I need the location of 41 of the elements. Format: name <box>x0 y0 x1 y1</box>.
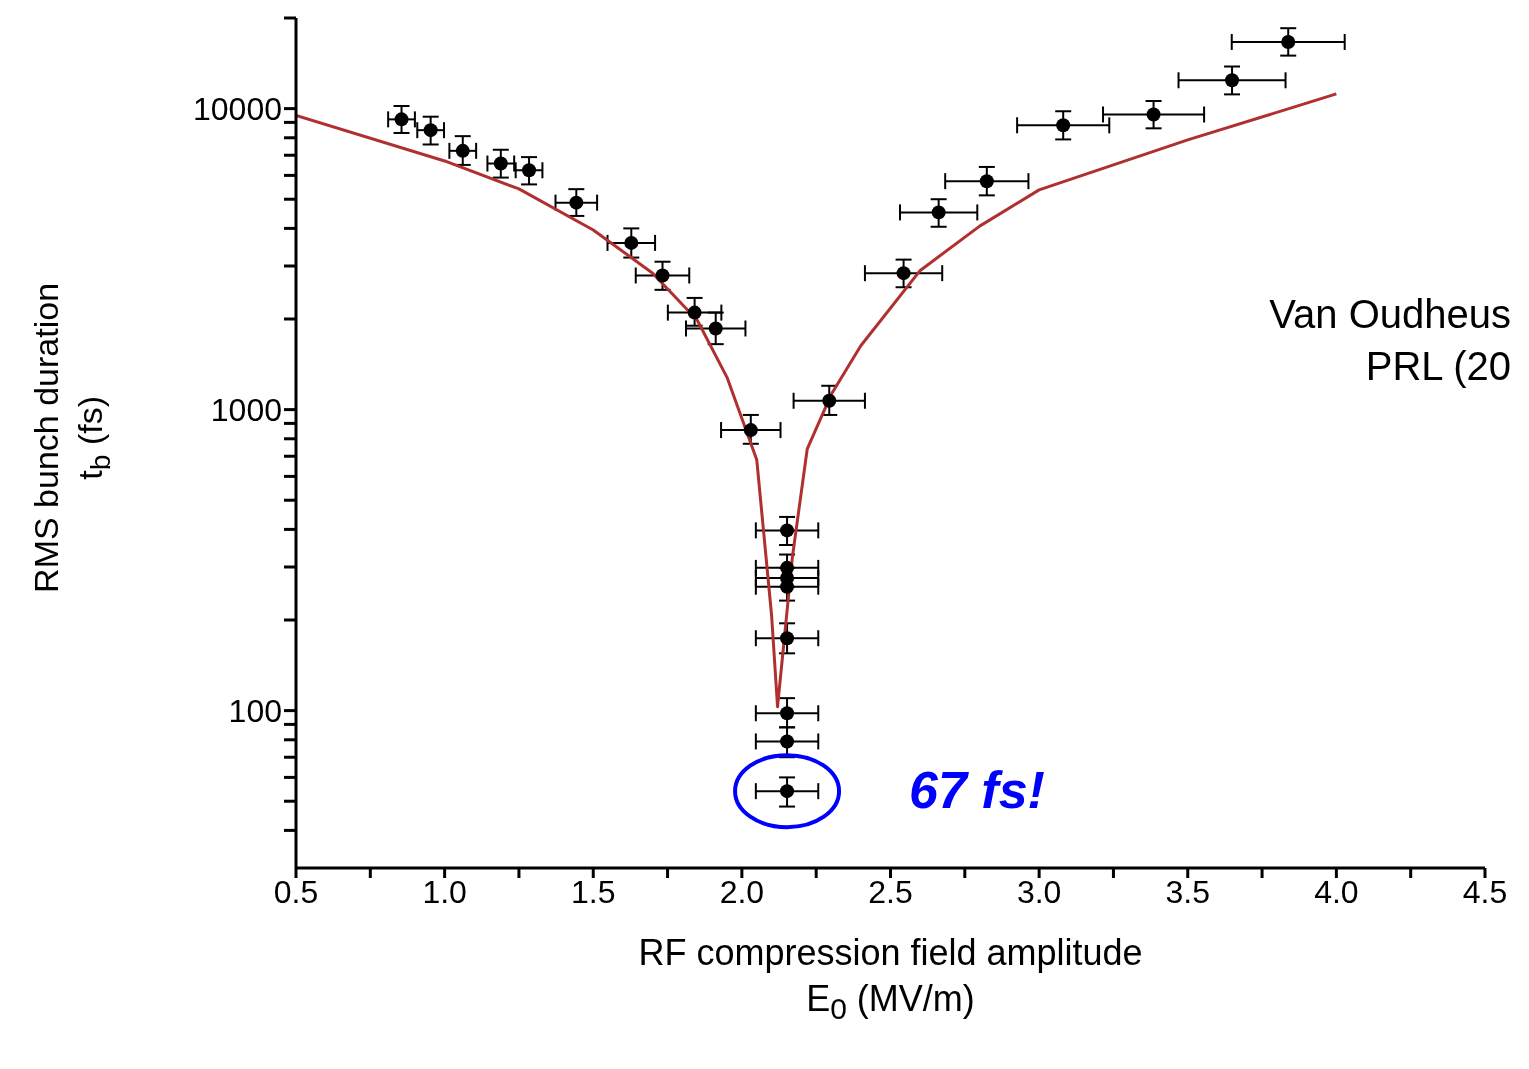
point <box>822 393 837 408</box>
point <box>655 268 670 283</box>
y-tick-label: 1000 <box>210 391 282 428</box>
point <box>780 784 795 799</box>
point <box>1281 34 1296 49</box>
point <box>394 112 409 127</box>
point <box>1146 107 1161 122</box>
point <box>493 156 508 171</box>
x-axis-title: RF compression field amplitude E$_{0}$ (MV/m) <box>637 931 1144 1028</box>
point <box>931 205 946 220</box>
point <box>780 706 795 721</box>
x-tick-label: 0.5 <box>273 873 319 910</box>
x-tick-label: 4.5 <box>1462 873 1508 910</box>
x-tick-label: 3.0 <box>1016 873 1062 910</box>
x-tick-label: 2.0 <box>719 873 765 910</box>
point <box>455 143 470 158</box>
point <box>780 523 795 538</box>
x-tick-label: 3.5 <box>1165 873 1210 910</box>
annotation: Van Oudheus <box>1269 291 1511 338</box>
x-tick-label: 1.0 <box>422 873 467 910</box>
x-tick-label: 1.5 <box>571 873 616 910</box>
point <box>1225 73 1240 88</box>
x-tick-label: 2.5 <box>868 873 913 910</box>
y-tick-label: 10000 <box>193 90 282 127</box>
annotation: PRL (20 <box>1364 343 1511 390</box>
point <box>1056 118 1071 133</box>
point <box>522 163 537 178</box>
point <box>896 266 911 281</box>
point <box>780 734 795 749</box>
point <box>624 235 639 250</box>
y-tick-label: 100 <box>228 692 282 729</box>
annotation: 67 fs! <box>909 761 1045 820</box>
point <box>743 423 758 438</box>
x-tick-label: 4.0 <box>1314 873 1359 910</box>
point <box>569 195 584 210</box>
point <box>979 174 994 189</box>
point <box>687 305 702 320</box>
point <box>780 631 795 646</box>
point <box>423 123 438 138</box>
point <box>708 321 723 336</box>
line-series <box>296 92 1338 709</box>
